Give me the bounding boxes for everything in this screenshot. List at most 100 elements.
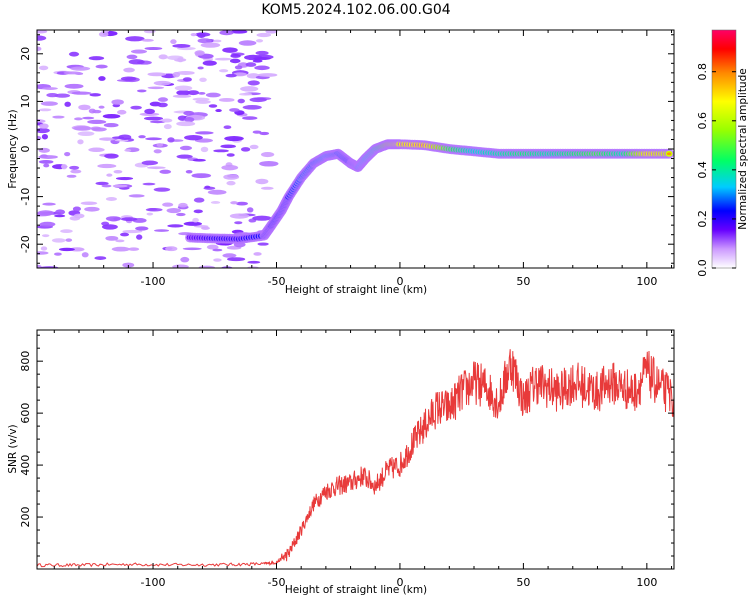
noise-blob [254,65,270,71]
noise-blob [111,99,124,105]
noise-blob [141,160,159,166]
noise-blob [105,197,118,201]
spectrogram-ridge [185,139,674,244]
noise-blob [92,109,102,114]
noise-blob [120,217,138,222]
noise-blob [167,137,175,143]
noise-blob [246,207,254,213]
noise-blob [255,39,264,43]
noise-blob [226,180,236,186]
noise-blob [149,120,166,124]
noise-blob [147,86,165,90]
snr-xtick-label: 50 [516,576,530,589]
noise-blob [101,184,112,188]
noise-blob [252,59,263,63]
noise-blob [214,57,233,61]
noise-blob [147,207,158,211]
noise-blob [218,97,235,102]
noise-blob [40,101,58,106]
noise-blob [105,235,119,241]
noise-blob [166,207,182,214]
colorbar-label: Normalized spectral amplitude [737,68,749,229]
noise-blob [145,137,163,141]
noise-blob [38,159,54,164]
colorbar-tick-label: 0.2 [696,210,709,228]
noise-blob [253,252,262,256]
noise-blob [176,90,191,96]
noise-blob [162,202,174,207]
noise-blob [230,30,248,34]
noise-blob [124,148,132,152]
noise-blob [187,90,200,96]
noise-blob [222,253,237,258]
noise-blob [138,135,146,139]
noise-blob [54,214,66,218]
noise-blob [63,71,82,75]
noise-blob [177,57,184,63]
noise-blob [141,38,154,42]
noise-blob [115,176,134,181]
noise-blob [74,117,83,121]
noise-blob [234,221,243,225]
noise-blob [144,108,156,115]
spectrogram-xtick-label: -100 [141,275,166,288]
noise-blob [120,76,137,81]
noise-blob [219,69,229,73]
noise-blob [123,67,135,73]
spectrogram-ylabel: Frequency (Hz) [7,109,19,188]
ridge-core [666,152,672,156]
noise-blob [60,229,73,234]
noise-blob [37,264,42,268]
noise-blob [229,108,240,112]
snr-frame [36,329,675,570]
noise-blob [37,30,48,34]
noise-blob [112,136,125,140]
noise-blob [252,130,262,134]
colorbar-tick-label: 0.8 [696,63,709,81]
colorbar: 0.0 0.2 0.4 0.6 0.8 Normalized spectral ampl… [696,29,749,277]
colorbar-ticks: 0.0 0.2 0.4 0.6 0.8 [696,63,736,277]
noise-blob [52,115,65,119]
noise-blob [64,83,84,89]
noise-blob [202,60,217,66]
snr-xtick-label: 0 [396,576,403,589]
noise-blob [227,257,246,262]
spectrogram-xtick-label: 100 [636,275,657,288]
snr-ytick-label: 400 [19,455,32,476]
noise-blob [159,169,172,174]
noise-blob [82,116,95,120]
noise-blob [87,119,107,125]
noise-blob [249,97,267,103]
noise-blob [170,39,177,45]
noise-blob [201,226,210,230]
snr-xtick-label: 100 [636,576,657,589]
snr-ytick-label: 600 [19,403,32,424]
colorbar-tick-label: 0.0 [696,259,709,277]
snr-panel: -100 -50 0 50 100 200 400 600 800 Height of stra… [7,329,675,596]
noise-blob [136,234,143,240]
spectrogram-xlabel: Height of straight line (km) [285,284,427,296]
noise-blob [225,73,237,78]
spectrogram-ytick-label: -20 [19,235,32,253]
noise-blob [252,215,272,221]
noise-blob [206,244,219,250]
noise-blob [51,238,66,243]
noise-blob [73,213,85,219]
noise-blob [157,102,168,108]
noise-blob [257,242,269,246]
noise-blob [81,252,89,258]
snr-xtick-label: -100 [141,576,166,589]
noise-blob [142,182,156,186]
spectrogram-ytick-label: 0 [19,146,32,153]
noise-blob [77,131,95,137]
noise-blob [77,139,84,145]
noise-blob [38,108,52,112]
noise-blob [178,202,188,208]
noise-blob [182,77,192,82]
noise-blob [69,165,80,170]
noise-blob [255,50,269,56]
noise-blob [139,112,160,116]
noise-blob [197,38,212,44]
